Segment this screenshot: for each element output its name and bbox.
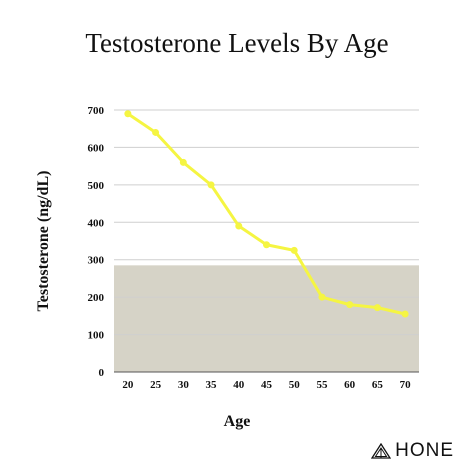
data-point — [235, 222, 243, 230]
x-tick-label: 45 — [261, 379, 273, 391]
x-tick-label: 30 — [178, 379, 190, 391]
data-point — [401, 310, 409, 318]
data-point — [263, 241, 270, 249]
y-tick-label: 400 — [88, 217, 105, 229]
y-tick-labels: 0 100 200 300 400 500 600 700 — [88, 105, 105, 379]
y-tick-label: 600 — [88, 142, 105, 154]
x-tick-label: 40 — [233, 379, 245, 391]
y-axis-title: Testosterone (ng/dL) — [35, 171, 52, 312]
gridlines — [114, 109, 419, 336]
triangle-logo-icon — [371, 443, 392, 459]
x-axis-title: Age — [224, 413, 251, 430]
y-tick-label: 0 — [99, 367, 105, 379]
x-tick-label: 60 — [344, 379, 356, 391]
data-point — [373, 304, 381, 312]
data-point — [346, 301, 354, 309]
y-tick-label: 100 — [88, 330, 105, 342]
x-tick-label: 50 — [289, 379, 301, 391]
x-tick-label: 20 — [122, 379, 134, 391]
data-point — [207, 181, 215, 189]
brand-logo: HONE — [371, 440, 454, 462]
y-tick-label: 700 — [88, 105, 105, 117]
data-point — [290, 246, 298, 254]
y-tick-label: 500 — [88, 180, 105, 192]
x-tick-label: 70 — [400, 379, 412, 391]
shaded-band — [114, 265, 419, 372]
data-points — [124, 110, 409, 318]
y-tick-label: 200 — [88, 292, 105, 304]
x-tick-label: 55 — [316, 379, 328, 391]
data-point — [318, 293, 326, 301]
data-point — [152, 128, 160, 136]
y-tick-label: 300 — [88, 255, 105, 267]
x-tick-label: 25 — [150, 379, 162, 391]
data-point — [124, 110, 132, 118]
data-point — [179, 158, 187, 166]
x-tick-label: 65 — [372, 379, 384, 391]
x-tick-labels: 20 25 30 35 40 45 50 55 60 65 70 — [122, 379, 411, 391]
brand-name: HONE — [395, 440, 454, 461]
chart-title: Testosterone Levels By Age — [85, 28, 389, 58]
x-tick-label: 35 — [206, 379, 218, 391]
